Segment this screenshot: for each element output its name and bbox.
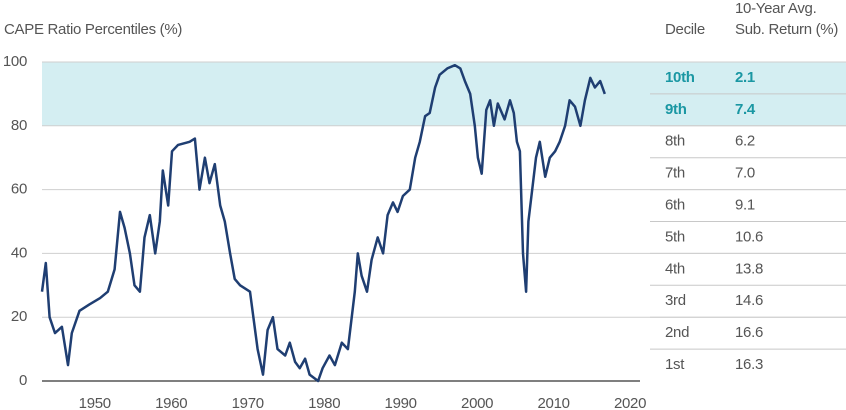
table-decile: 2nd bbox=[665, 324, 689, 341]
table-decile: 1st bbox=[665, 356, 685, 373]
y-tick-label: 0 bbox=[19, 372, 27, 389]
x-tick-label: 2020 bbox=[614, 395, 646, 410]
table-decile: 10th bbox=[665, 69, 695, 86]
x-tick-label: 1950 bbox=[79, 395, 111, 410]
table-header: Sub. Return (%) bbox=[735, 21, 838, 38]
table-decile: 4th bbox=[665, 260, 685, 277]
table-decile: 9th bbox=[665, 101, 687, 118]
table-return: 2.1 bbox=[735, 69, 755, 86]
table-decile: 8th bbox=[665, 133, 685, 150]
x-tick-label: 2010 bbox=[538, 395, 570, 410]
x-tick-label: 1970 bbox=[232, 395, 264, 410]
table-header: Decile bbox=[665, 21, 705, 38]
table-decile: 7th bbox=[665, 165, 685, 182]
table-return: 9.1 bbox=[735, 197, 755, 214]
x-tick-label: 2000 bbox=[461, 395, 493, 410]
data-line bbox=[40, 63, 606, 383]
y-tick-label: 60 bbox=[11, 181, 27, 198]
table-decile: 5th bbox=[665, 228, 685, 245]
table-return: 14.6 bbox=[735, 292, 763, 309]
table-header: 10-Year Avg. bbox=[735, 0, 816, 17]
x-tick-label: 1960 bbox=[155, 395, 187, 410]
table-return: 13.8 bbox=[735, 260, 763, 277]
table-return: 10.6 bbox=[735, 228, 763, 245]
table-return: 7.0 bbox=[735, 165, 755, 182]
x-tick-label: 1980 bbox=[308, 395, 340, 410]
table-decile: 6th bbox=[665, 197, 685, 214]
table-return: 7.4 bbox=[735, 101, 756, 118]
y-tick-label: 100 bbox=[3, 53, 27, 70]
chart-title: CAPE Ratio Percentiles (%) bbox=[4, 21, 182, 38]
table-return: 16.6 bbox=[735, 324, 763, 341]
table-decile: 3rd bbox=[665, 292, 686, 309]
x-tick-label: 1990 bbox=[385, 395, 417, 410]
y-tick-label: 20 bbox=[11, 308, 27, 325]
table-return: 6.2 bbox=[735, 133, 755, 150]
table-return: 16.3 bbox=[735, 356, 763, 373]
y-tick-label: 80 bbox=[11, 117, 27, 134]
y-tick-label: 40 bbox=[11, 244, 27, 261]
